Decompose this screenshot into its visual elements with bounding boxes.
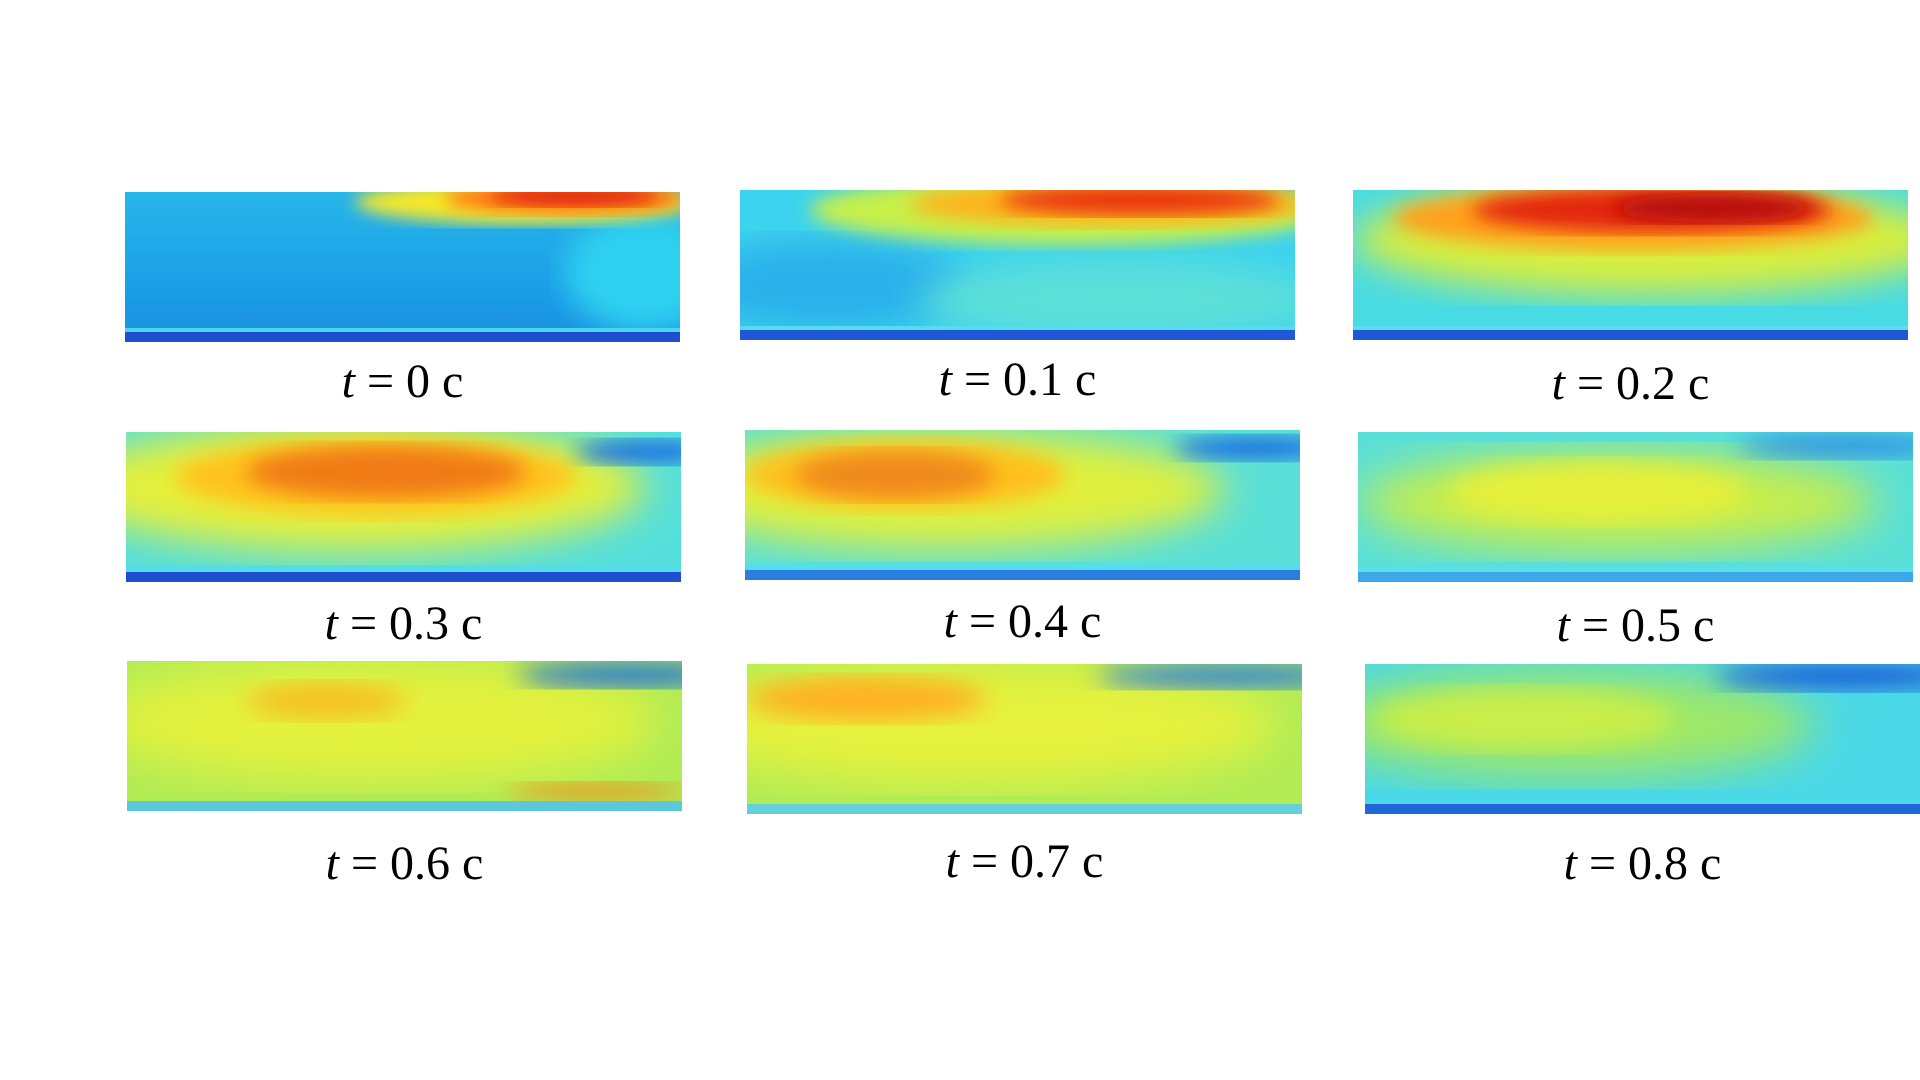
frame-caption: t = 0.6 c	[127, 840, 682, 888]
caption-value: 0.3 c	[389, 597, 483, 650]
caption-equals: =	[338, 837, 391, 890]
caption-time-symbol: t	[341, 355, 355, 408]
thermal-image-t08	[1365, 664, 1920, 814]
caption-value: 0.2 c	[1616, 357, 1710, 410]
frame-caption: t = 0.7 c	[747, 838, 1302, 886]
caption-value: 0.4 c	[1008, 595, 1102, 648]
thermal-image-t03	[126, 432, 681, 582]
caption-equals: =	[1576, 837, 1629, 890]
frame-caption: t = 0.1 c	[740, 356, 1295, 404]
caption-time-symbol: t	[1563, 837, 1577, 890]
thermal-image-t04	[745, 430, 1300, 580]
thermal-image-t0	[125, 192, 680, 342]
caption-equals: =	[1569, 599, 1622, 652]
caption-value: 0.1 c	[1003, 353, 1097, 406]
frame-caption: t = 0 c	[125, 358, 680, 406]
caption-equals: =	[958, 835, 1011, 888]
frame-caption: t = 0.4 c	[745, 598, 1300, 646]
caption-value: 0.8 c	[1628, 837, 1722, 890]
frame-caption: t = 0.8 c	[1365, 840, 1920, 888]
thermal-image-t05	[1358, 432, 1913, 582]
caption-time-symbol: t	[938, 353, 952, 406]
caption-value: 0 c	[406, 355, 464, 408]
caption-time-symbol: t	[325, 837, 339, 890]
caption-time-symbol: t	[945, 835, 959, 888]
caption-equals: =	[337, 597, 390, 650]
thermal-image-t06	[127, 661, 682, 811]
caption-equals: =	[956, 595, 1009, 648]
caption-value: 0.6 c	[390, 837, 484, 890]
caption-equals: =	[951, 353, 1004, 406]
caption-time-symbol: t	[1551, 357, 1565, 410]
thermal-image-t07	[747, 664, 1302, 814]
caption-time-symbol: t	[1556, 599, 1570, 652]
caption-time-symbol: t	[943, 595, 957, 648]
caption-value: 0.7 c	[1010, 835, 1104, 888]
caption-equals: =	[1564, 357, 1617, 410]
frame-caption: t = 0.5 c	[1358, 602, 1913, 650]
caption-value: 0.5 c	[1621, 599, 1715, 652]
frame-caption: t = 0.2 c	[1353, 360, 1908, 408]
frame-caption: t = 0.3 c	[126, 600, 681, 648]
thermal-image-t01	[740, 190, 1295, 340]
caption-time-symbol: t	[324, 597, 338, 650]
caption-equals: =	[354, 355, 407, 408]
thermal-image-t02	[1353, 190, 1908, 340]
